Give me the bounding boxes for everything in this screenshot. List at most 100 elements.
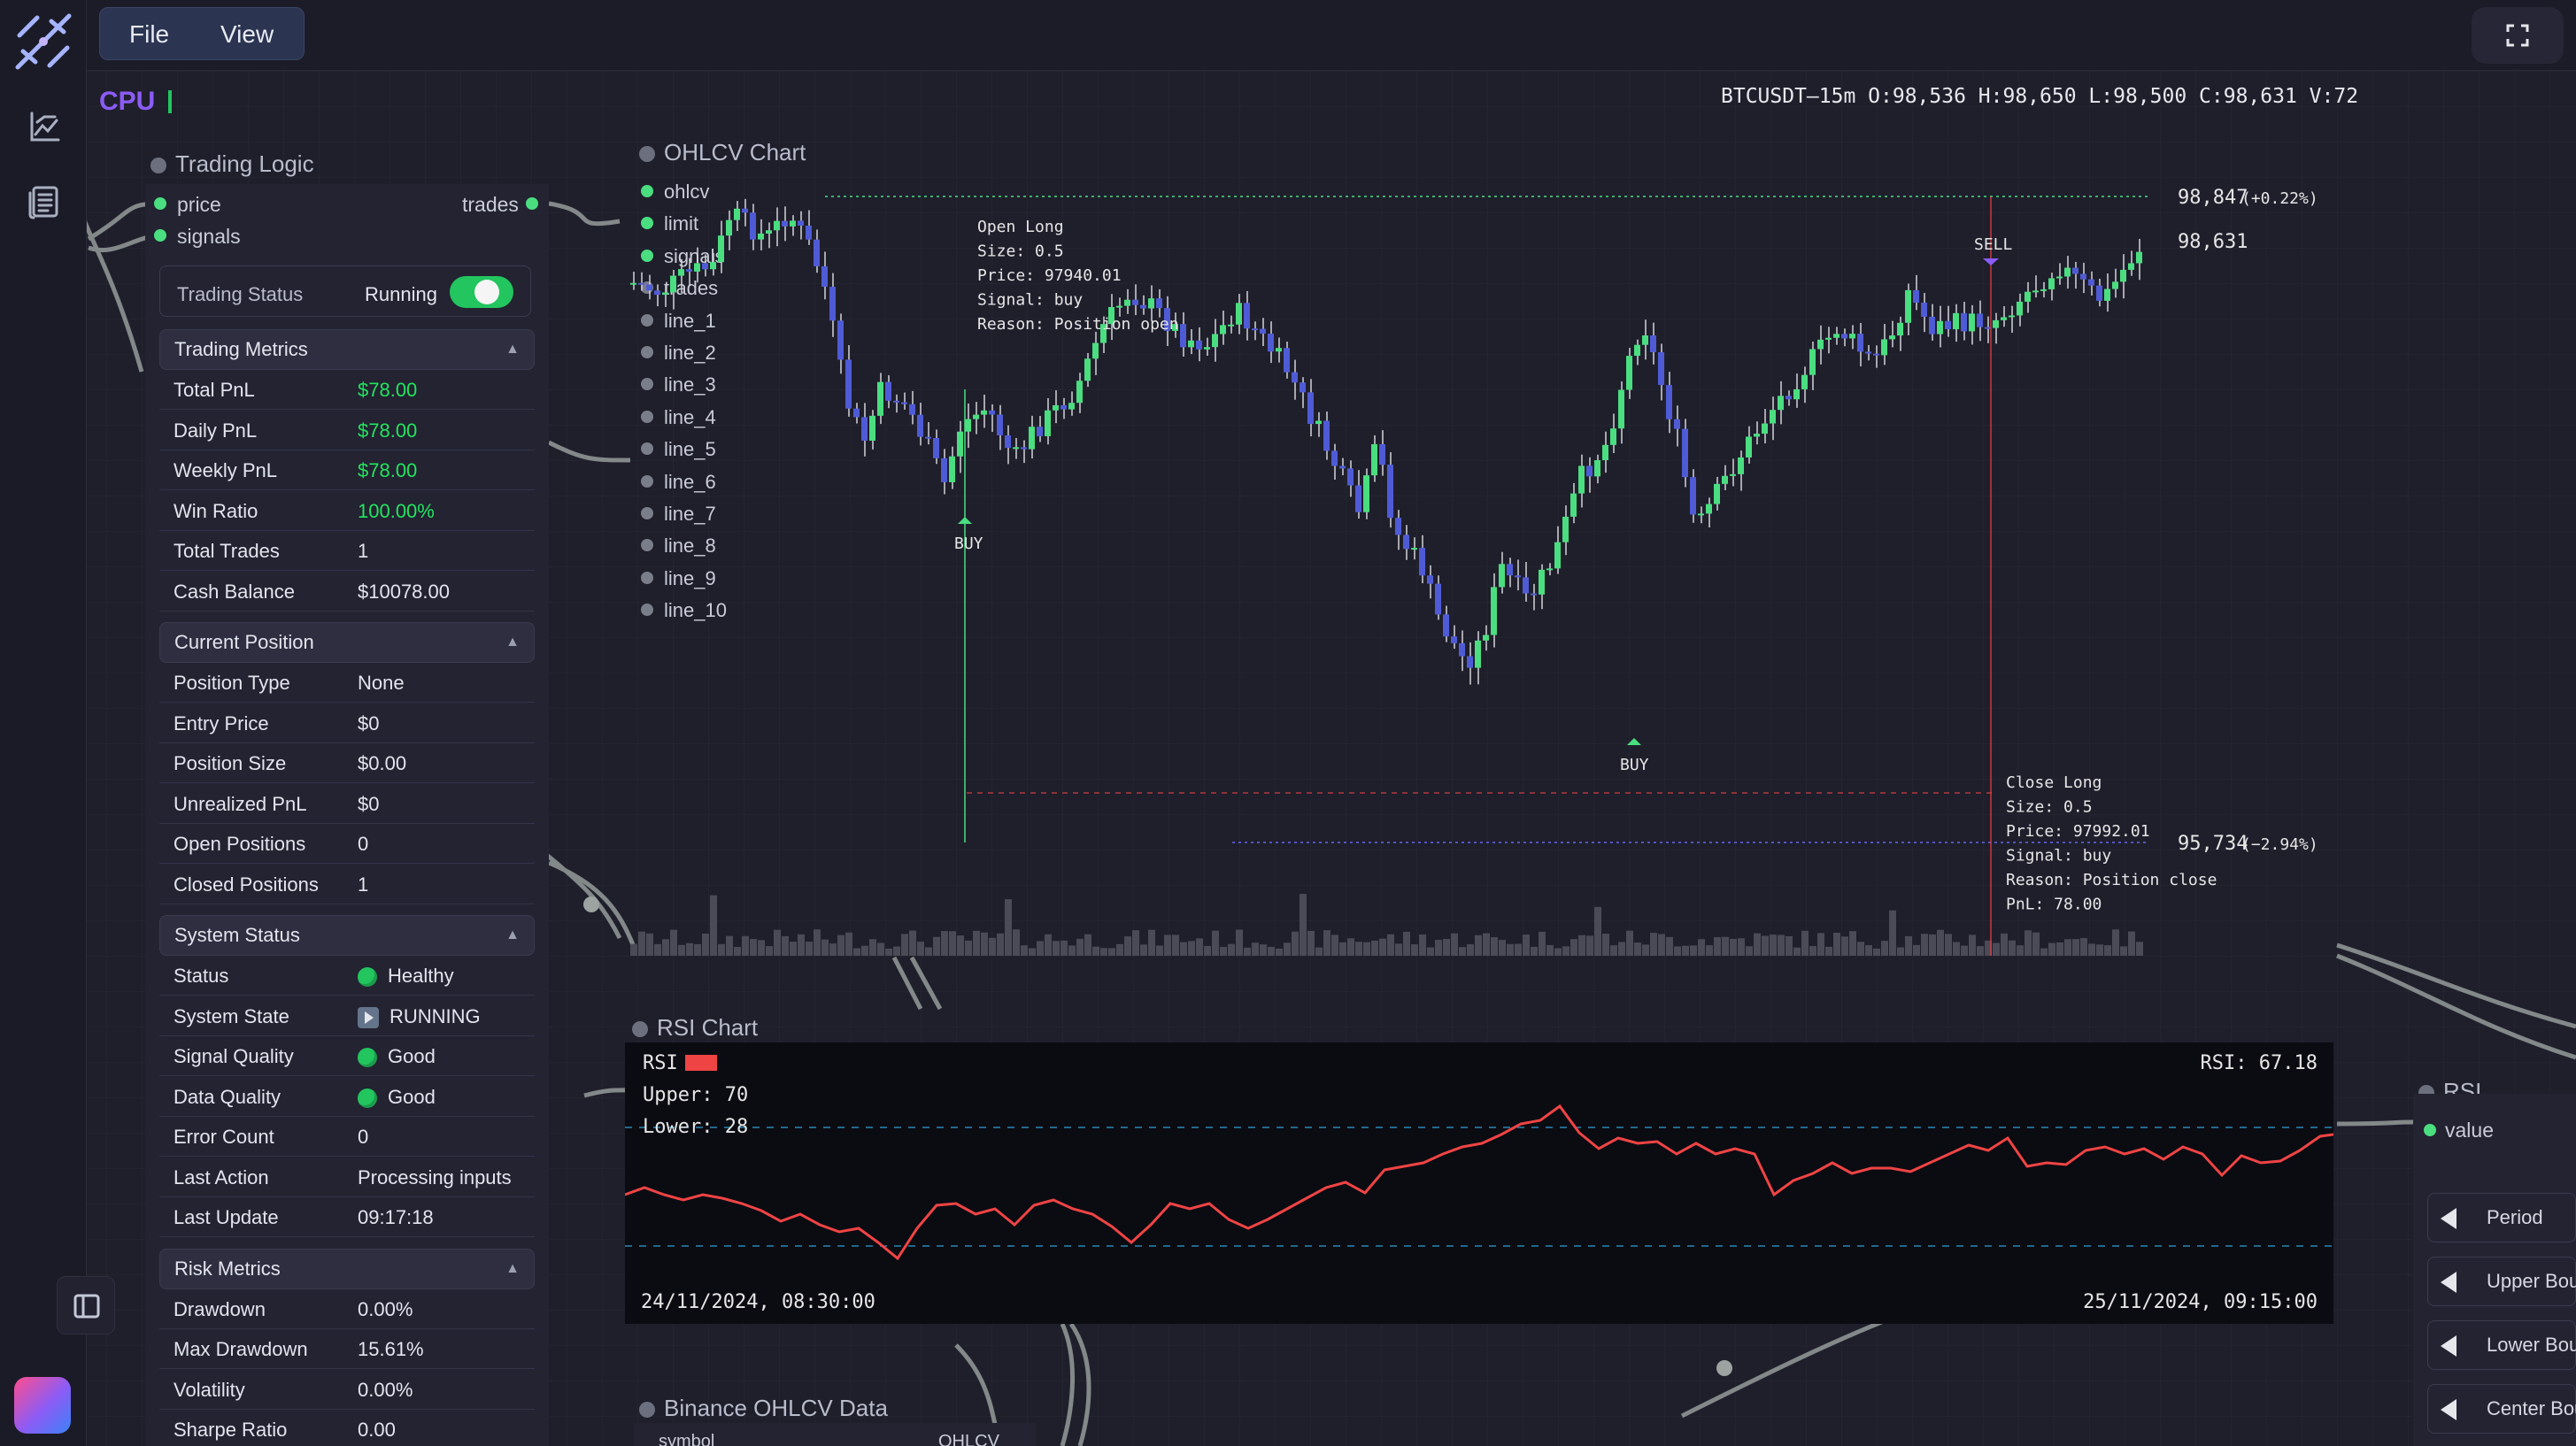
param-period-button[interactable]: Period [2427,1193,2576,1242]
port-line_1-dot[interactable] [641,313,653,327]
metric-row: Volatility 0.00% [159,1370,535,1410]
section-header[interactable]: Current Position ▲ [159,622,535,663]
candle [1387,465,1393,519]
fullscreen-button[interactable] [2472,7,2564,64]
price-high-pct: (+0.22%) [2241,189,2318,208]
collapse-caret-icon[interactable]: ▲ [505,342,520,357]
metric-value-text: 100.00% [358,499,435,522]
port-line_1: line_1 [664,309,716,332]
menu-view[interactable]: View [220,20,274,48]
metric-row: Sharpe Ratio 0.00 [159,1410,535,1446]
port-line_3-dot[interactable] [641,378,653,391]
param-center-label: Center Bou [2487,1397,2576,1419]
volume-bar [1148,929,1155,956]
port-trades-dot[interactable] [526,197,538,210]
candle [2064,267,2071,277]
candle [1276,348,1282,352]
candle [742,208,748,213]
section-header[interactable]: Trading Metrics ▲ [159,329,535,370]
menu-file[interactable]: File [129,20,170,48]
port-price-dot[interactable] [154,197,166,210]
param-center-button[interactable]: Center Bou [2427,1384,2576,1434]
rsi-chart[interactable]: RSI Upper: 70 Lower: 28 RSI: 67.18 24/11/202… [625,1042,2333,1324]
candle [1626,356,1632,390]
volume-bar [2048,942,2055,956]
collapse-caret-icon[interactable]: ▲ [505,1260,520,1276]
port-limit: limit [664,212,699,235]
candle [1076,381,1083,404]
volume-bar [1268,946,1275,956]
candle [933,438,939,458]
candle [1029,427,1035,450]
trading-logic-title[interactable]: Trading Logic [150,150,314,178]
section-header[interactable]: Risk Metrics ▲ [159,1248,535,1289]
document-icon[interactable] [27,184,62,219]
port-line_6-dot[interactable] [641,474,653,488]
binance-node-title-text: Binance OHLCV Data [664,1395,888,1421]
candle [837,320,844,360]
candle [1204,347,1210,350]
metric-value: 15.61% [358,1329,424,1369]
port-line_5-dot[interactable] [641,442,653,456]
candle [1164,308,1170,331]
param-upper-button[interactable]: Upper Bou [2427,1257,2576,1306]
candle [1284,348,1290,373]
ohlcv-chart[interactable]: 98,847(+0.22%) 98,631 95,734(−2.94%) BUY BUY… [630,177,2339,956]
port-line_8-dot[interactable] [641,539,653,552]
volume-bar [1762,935,1769,956]
metric-value: $78.00 [358,411,417,450]
metric-value-text: 0.00% [358,1378,413,1401]
candle [1873,353,1879,356]
collapse-caret-icon[interactable]: ▲ [505,927,520,942]
app-logo-icon[interactable] [11,9,76,74]
candle [1554,542,1561,569]
volume-bar [662,939,669,956]
port-limit-dot[interactable] [641,217,653,230]
buy-arrow-icon [1627,738,1641,745]
metric-value: 0.00% [358,1289,413,1329]
port-line_4-dot[interactable] [641,410,653,423]
volume-bar [718,943,725,956]
volume-bar [2080,938,2087,956]
rsi-chart-title[interactable]: RSI Chart [632,1014,758,1042]
port-line_7-dot[interactable] [641,507,653,519]
volume-bar [726,935,733,956]
candle [1682,428,1688,478]
port-signals-dot[interactable] [641,249,653,262]
app-launcher-icon[interactable] [14,1377,71,1434]
volume-bar [1722,936,1729,956]
port-line_9-dot[interactable] [641,571,653,584]
metric-key: Position Size [174,752,287,774]
collapse-caret-icon[interactable]: ▲ [505,635,520,650]
volume-bar [2001,933,2008,956]
volume-bar [885,948,892,956]
rsi-chart-title-text: RSI Chart [657,1014,759,1041]
binance-node-title[interactable]: Binance OHLCV Data [639,1395,888,1422]
candle [1021,447,1027,450]
port-line_2-dot[interactable] [641,346,653,358]
volume-bar [821,939,829,956]
candle [1427,575,1433,584]
port-signals-dot[interactable] [154,229,166,242]
candle [1419,548,1425,576]
volume-bar [1371,940,1378,956]
port-ohlcv-dot[interactable] [641,185,653,197]
sidebar-toggle-button[interactable] [57,1276,115,1334]
param-lower-button[interactable]: Lower Bou [2427,1320,2576,1370]
metric-row: Entry Price $0 [159,704,535,743]
metric-key: Error Count [174,1126,274,1148]
section-header[interactable]: System Status ▲ [159,915,535,956]
chart-icon[interactable] [27,110,62,145]
volume-bar [1116,943,1123,956]
volume-bar [1435,940,1442,956]
candle [1323,420,1330,451]
metric-value: 0.00% [358,1370,413,1410]
ticker-readout: BTCUSDT–15m O:98,536 H:98,650 L:98,500 C… [1721,85,2359,108]
ohlcv-chart-title[interactable]: OHLCV Chart [639,139,806,166]
candle [774,220,780,231]
candle [989,410,995,415]
port-value-dot[interactable] [2424,1124,2436,1136]
metric-value: $0 [358,704,379,743]
port-line_10-dot[interactable] [641,604,653,617]
metric-value: Good [358,1077,436,1117]
